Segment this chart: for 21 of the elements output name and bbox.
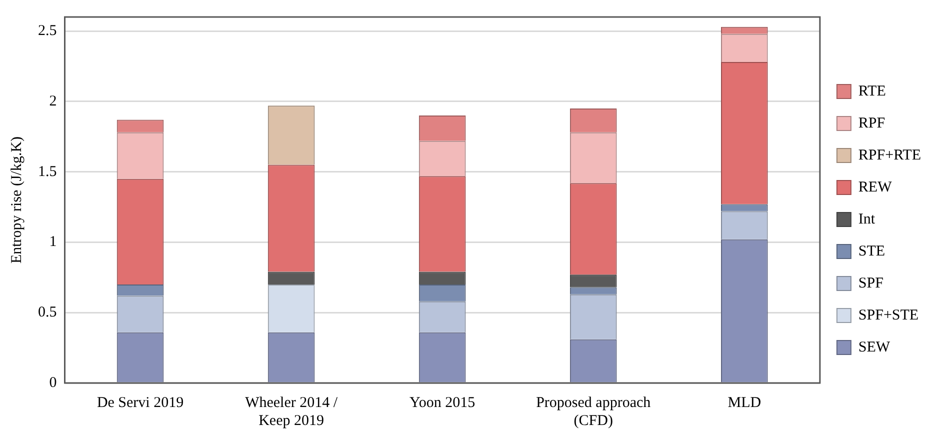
x-tick-label: Yoon 2015 xyxy=(410,394,476,411)
y-tick-label: 1.5 xyxy=(38,164,57,180)
legend-label: RPF xyxy=(858,115,886,132)
y-tick-label: 2 xyxy=(49,93,57,110)
y-axis-title: Entropy rise (J/kg.K) xyxy=(8,136,25,264)
x-tick-label: MLD xyxy=(728,394,762,411)
legend-label: STE xyxy=(858,243,886,260)
x-tick-label: Proposed approach (CFD) xyxy=(536,394,652,429)
legend-label: SPF+STE xyxy=(858,307,919,324)
y-tick-label: 2.5 xyxy=(38,23,57,40)
legend-label: REW xyxy=(858,179,893,196)
x-tick-label: Wheeler 2014 / Keep 2019 xyxy=(245,394,338,429)
legend-label: RTE xyxy=(858,83,886,100)
legend-label: RPF+RTE xyxy=(858,147,921,164)
y-tick-label: 0 xyxy=(49,374,57,391)
legend-label: Int xyxy=(858,211,876,228)
legend-label: SPF xyxy=(858,275,884,292)
x-tick-label: De Servi 2019 xyxy=(96,394,184,411)
y-tick-label: 1 xyxy=(49,234,57,250)
legend-label: SEW xyxy=(858,339,891,356)
y-tick-label: 0.5 xyxy=(38,304,57,321)
